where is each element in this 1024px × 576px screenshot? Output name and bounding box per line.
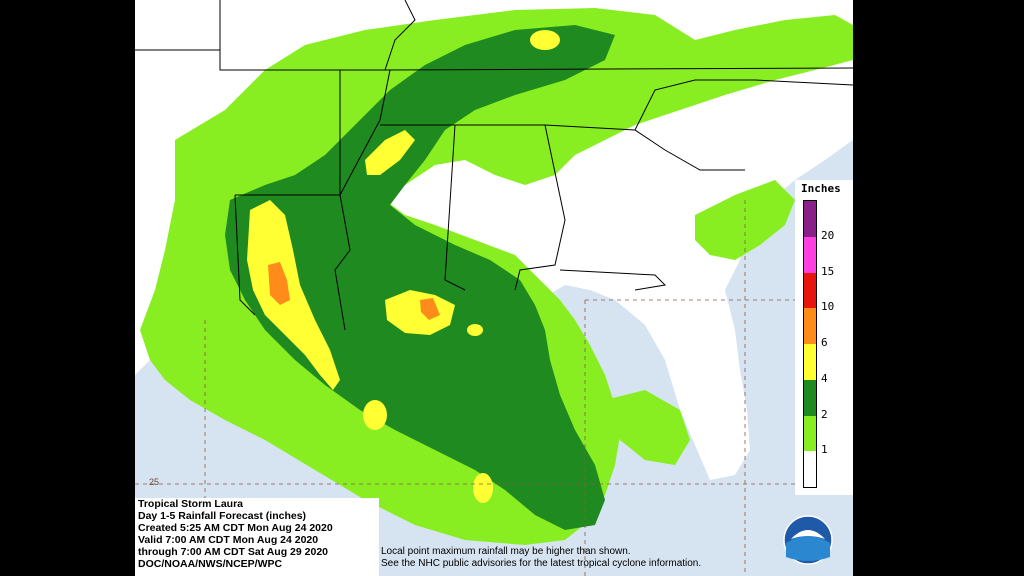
legend-label: 4: [821, 371, 828, 385]
rain-4in-region-ms: [385, 290, 455, 335]
state-borders: [135, 0, 853, 331]
latitude-label: 25: [149, 477, 160, 487]
forecast-info-line: Day 1-5 Rainfall Forecast (inches): [138, 510, 307, 522]
legend-swatch: [804, 379, 816, 416]
legend-swatch: [804, 236, 816, 273]
legend-color-bar: [803, 200, 817, 488]
rain-4in-spot-4: [467, 324, 483, 336]
legend-label: 1: [821, 443, 828, 457]
legend-label: 10: [821, 300, 835, 314]
forecast-info-line: DOC/NOAA/NWS/NCEP/WPC: [138, 558, 283, 570]
legend-swatch: [804, 451, 816, 487]
legend-swatch: [804, 308, 816, 344]
legend: Inches 20 15 10 6 4 2 1: [795, 180, 853, 495]
legend-swatch: [804, 344, 816, 380]
legend-swatch: [804, 415, 816, 452]
map-frame: 25 Inches 20 15 10 6 4 2 1 Tropical Storm Laur…: [135, 0, 853, 576]
rain-2in-region: [225, 25, 615, 530]
rain-6in-region: [268, 262, 290, 305]
rain-4in-region-ar: [365, 130, 415, 175]
legend-label: 20: [821, 228, 835, 242]
rain-4in-spot-3: [473, 473, 493, 503]
forecast-info-box: Tropical Storm Laura Day 1-5 Rainfall For…: [135, 498, 379, 576]
rain-6in-region-ms: [420, 298, 440, 320]
note-line: See the NHC public advisories for the la…: [381, 558, 702, 569]
rain-1in-region-fl: [605, 390, 690, 465]
legend-title: Inches: [801, 182, 841, 195]
forecast-info-line: Valid 7:00 AM CDT Mon Aug 24 2020: [138, 534, 319, 546]
forecast-info-line: Tropical Storm Laura: [138, 498, 244, 510]
rain-4in-region-la: [247, 200, 340, 390]
legend-label: 6: [821, 336, 828, 349]
noaa-logo: [783, 515, 833, 565]
legend-label: 15: [821, 264, 835, 278]
legend-swatch: [804, 201, 816, 237]
forecast-info-line: Created 5:25 AM CDT Mon Aug 24 2020: [138, 522, 333, 534]
rainfall-map: [135, 0, 853, 576]
disclaimer-note: Local point maximum rainfall may be high…: [381, 546, 781, 576]
lat-lon-grid: [135, 200, 853, 576]
legend-swatch: [804, 272, 816, 309]
rain-4in-spot-1: [530, 30, 560, 50]
rain-4in-spot-2: [363, 400, 387, 430]
note-line: Local point maximum rainfall may be high…: [381, 546, 631, 557]
legend-label: 2: [821, 407, 828, 421]
forecast-info-line: through 7:00 AM CDT Sat Aug 29 2020: [138, 546, 329, 558]
